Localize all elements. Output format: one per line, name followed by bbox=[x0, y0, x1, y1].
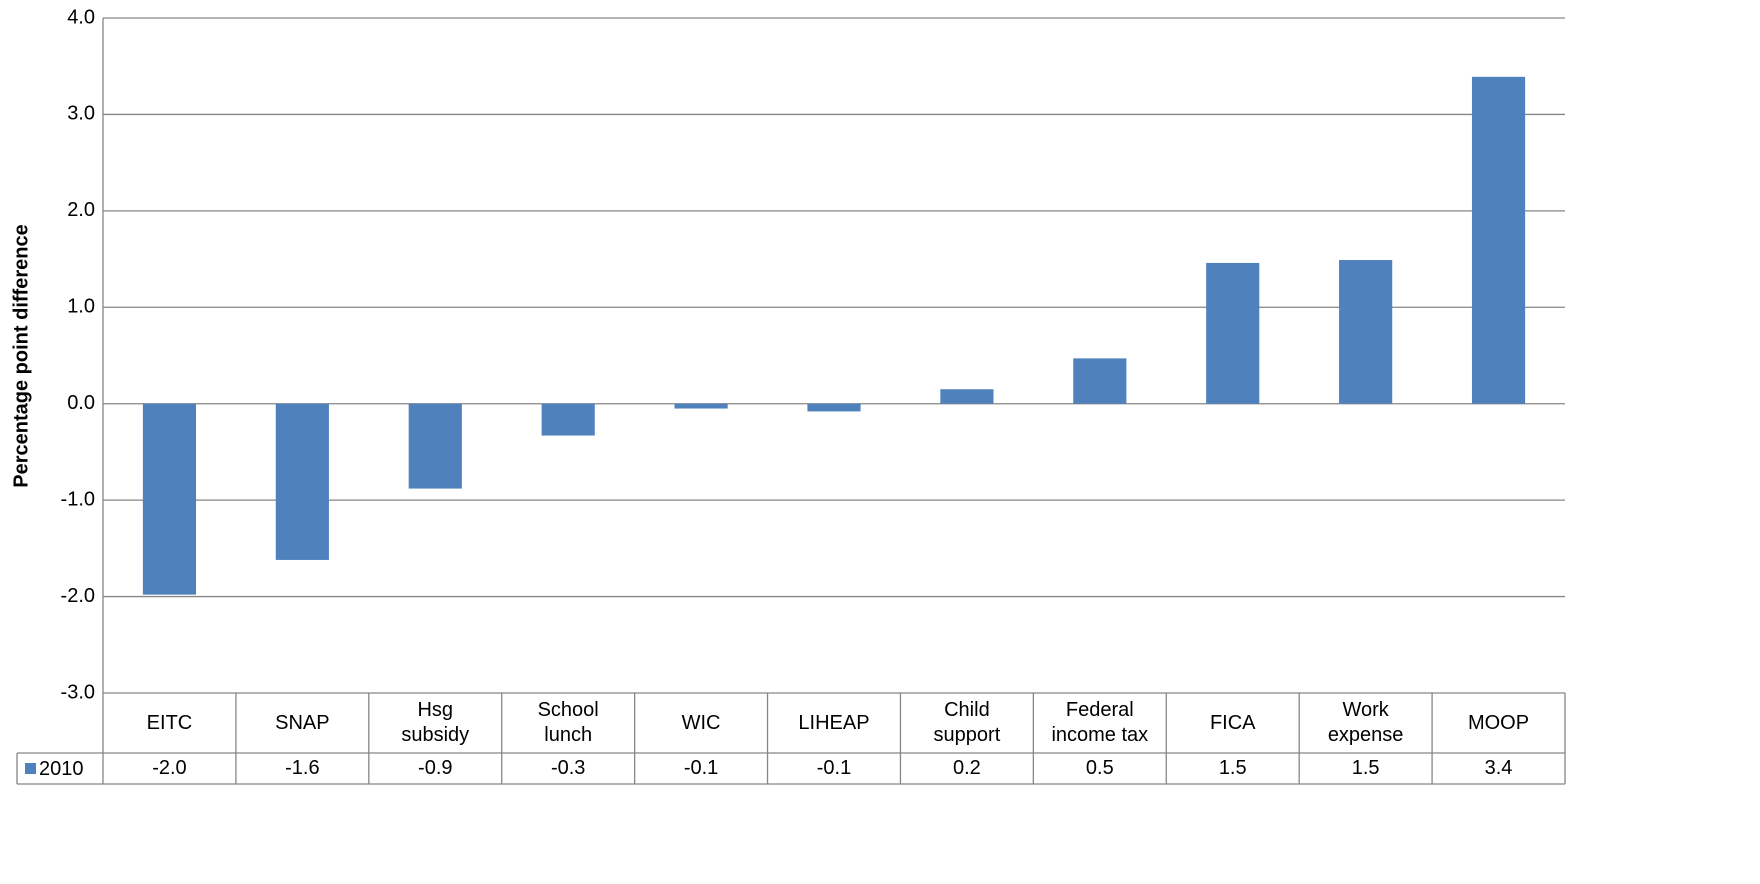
bar bbox=[142, 403, 197, 595]
y-tick-label: -3.0 bbox=[61, 681, 95, 703]
data-table-value: 3.4 bbox=[1484, 757, 1513, 779]
bar bbox=[1471, 76, 1526, 404]
category-label: EITC bbox=[146, 711, 193, 734]
y-tick-label: 1.0 bbox=[67, 296, 95, 318]
legend-swatch bbox=[25, 763, 36, 774]
y-tick-label: 4.0 bbox=[67, 6, 95, 28]
bar bbox=[408, 403, 462, 489]
data-table-value: -0.3 bbox=[550, 757, 586, 779]
data-table-value: 1.5 bbox=[1351, 757, 1380, 779]
category-label: WIC bbox=[681, 711, 721, 734]
y-tick-label: 3.0 bbox=[67, 103, 95, 125]
y-tick-label: 2.0 bbox=[67, 199, 95, 221]
category-label: Child support bbox=[933, 699, 1001, 746]
bar bbox=[940, 389, 994, 404]
bar bbox=[541, 403, 595, 436]
category-label: Federal income tax bbox=[1051, 699, 1149, 746]
bar bbox=[275, 403, 329, 560]
category-label: LIHEAP bbox=[798, 711, 870, 734]
y-tick-label: -1.0 bbox=[61, 488, 95, 510]
category-label: Hsg subsidy bbox=[401, 699, 470, 746]
data-table-value: 0.2 bbox=[953, 757, 981, 779]
data-table-value: 1.5 bbox=[1218, 757, 1247, 779]
data-table-value: -0.9 bbox=[418, 757, 453, 779]
bar bbox=[1206, 262, 1260, 404]
category-label: SNAP bbox=[275, 711, 330, 734]
data-table-value: -0.1 bbox=[816, 757, 852, 779]
data-table-value: -0.1 bbox=[683, 757, 719, 779]
y-tick-label: -2.0 bbox=[61, 585, 95, 607]
category-label: FICA bbox=[1209, 711, 1256, 734]
legend-label: 2010 bbox=[39, 758, 84, 780]
y-axis-title: Percentage point difference bbox=[10, 224, 32, 487]
category-label: MOOP bbox=[1467, 711, 1530, 734]
data-table-value: 0.5 bbox=[1085, 757, 1114, 779]
category-label: Work expense bbox=[1327, 699, 1404, 746]
bar bbox=[674, 403, 728, 409]
category-label: School lunch bbox=[537, 699, 599, 746]
y-tick-label: 0.0 bbox=[67, 392, 95, 414]
bar bbox=[807, 403, 861, 412]
bar bbox=[1339, 260, 1393, 404]
data-table-value: -2.0 bbox=[152, 757, 187, 779]
bar bbox=[1073, 358, 1127, 404]
data-table-value: -1.6 bbox=[285, 757, 320, 779]
